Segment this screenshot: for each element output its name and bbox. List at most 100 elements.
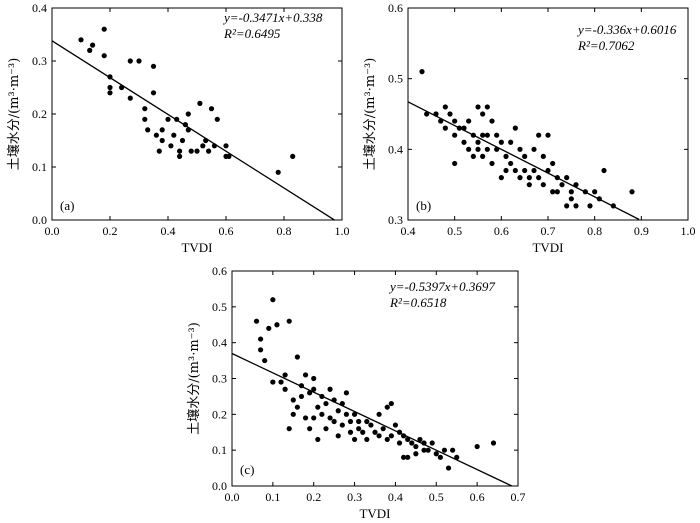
data-point [171, 132, 177, 138]
data-point [323, 400, 329, 407]
data-point [356, 426, 362, 432]
data-point [351, 411, 358, 417]
data-point [475, 104, 481, 110]
data-point [302, 372, 309, 378]
data-point [327, 386, 333, 392]
y-tick-label: 0.0 [212, 479, 227, 493]
data-point [494, 146, 500, 152]
plot-frame [51, 7, 343, 221]
data-point [290, 397, 296, 403]
x-tick-label: 1.0 [335, 224, 350, 238]
data-point [512, 167, 518, 174]
y-tick-label: 0.4 [212, 336, 227, 350]
y-tick-label: 0.4 [32, 1, 47, 15]
y-axis-label: 土壤水分/(m³·m⁻³) [6, 58, 22, 171]
data-point [392, 422, 399, 428]
data-point [185, 111, 191, 117]
data-point [177, 153, 183, 159]
data-point [258, 336, 264, 342]
data-point [498, 139, 504, 145]
data-point [531, 167, 537, 174]
data-point [484, 104, 490, 110]
data-point [437, 454, 443, 460]
data-point [226, 153, 232, 159]
data-point [274, 322, 280, 328]
data-point [536, 175, 542, 181]
data-point [610, 203, 616, 209]
data-point [452, 118, 458, 124]
x-tick-label: 0.0 [225, 490, 240, 504]
data-point [396, 440, 403, 446]
data-point [179, 137, 186, 144]
data-point [461, 139, 467, 145]
data-point [447, 111, 453, 117]
x-tick-label: 1.0 [681, 224, 696, 238]
y-tick-label: 0.6 [388, 1, 403, 15]
data-point [480, 111, 486, 117]
data-point [315, 436, 321, 443]
chart-panel-2: 0.4 0.5 0.6 0.7 0.8 0.9 1.00.30.40.50.6TVDI土壤水… [362, 1, 696, 255]
data-point [290, 411, 296, 417]
data-point [380, 426, 386, 432]
data-point [421, 440, 427, 446]
data-point [343, 411, 349, 417]
r-squared: R²=0.6495 [223, 26, 281, 41]
y-tick-label: 0.3 [32, 54, 47, 68]
data-point [550, 189, 556, 195]
x-tick-label: 0.6 [219, 224, 234, 238]
data-point [223, 143, 229, 149]
y-tick-label: 0.2 [212, 407, 227, 421]
data-point [601, 167, 607, 174]
data-point [150, 90, 157, 96]
x-tick-label: 0.3 [347, 490, 362, 504]
data-point [200, 143, 206, 149]
data-point [568, 189, 574, 195]
y-tick-label: 0.3 [212, 372, 227, 386]
data-point [419, 69, 425, 75]
data-point [554, 189, 560, 195]
y-tick-label: 0.2 [32, 107, 47, 121]
y-axis-label: 土壤水分/(m³·m⁻³) [362, 58, 378, 171]
data-point [475, 139, 481, 145]
y-axis-label: 土壤水分/(m³·m⁻³) [186, 322, 202, 435]
data-point [564, 203, 570, 209]
data-point [461, 125, 467, 131]
x-tick-label: 0.7 [511, 490, 526, 504]
x-tick-label: 0.6 [470, 490, 485, 504]
y-tick-label: 0.0 [32, 213, 47, 227]
data-point [405, 436, 411, 443]
data-point [522, 167, 528, 174]
data-point [311, 386, 317, 392]
data-point [335, 433, 341, 439]
data-point [294, 354, 300, 360]
x-tick-label: 0.1 [265, 490, 280, 504]
data-point [107, 90, 113, 96]
data-point [368, 422, 374, 428]
data-point [335, 408, 341, 414]
x-tick-label: 0.6 [494, 224, 509, 238]
data-point [331, 397, 337, 403]
data-point [629, 189, 635, 195]
data-point [466, 118, 472, 124]
data-point [142, 116, 148, 122]
data-point [425, 447, 431, 453]
data-point [413, 443, 419, 450]
data-point [489, 118, 495, 124]
plot-frame [231, 270, 519, 487]
data-point [568, 196, 574, 202]
data-point [388, 433, 394, 439]
data-point [307, 390, 313, 396]
data-point [364, 436, 370, 443]
data-point [311, 375, 317, 382]
data-point [433, 451, 439, 457]
data-point [508, 139, 514, 145]
data-point [343, 390, 349, 396]
data-point [388, 400, 394, 407]
data-point [347, 418, 354, 425]
data-point [490, 440, 497, 446]
data-point [145, 127, 151, 133]
data-point [356, 418, 362, 425]
panel-label: (b) [416, 198, 431, 213]
data-point [90, 42, 96, 48]
